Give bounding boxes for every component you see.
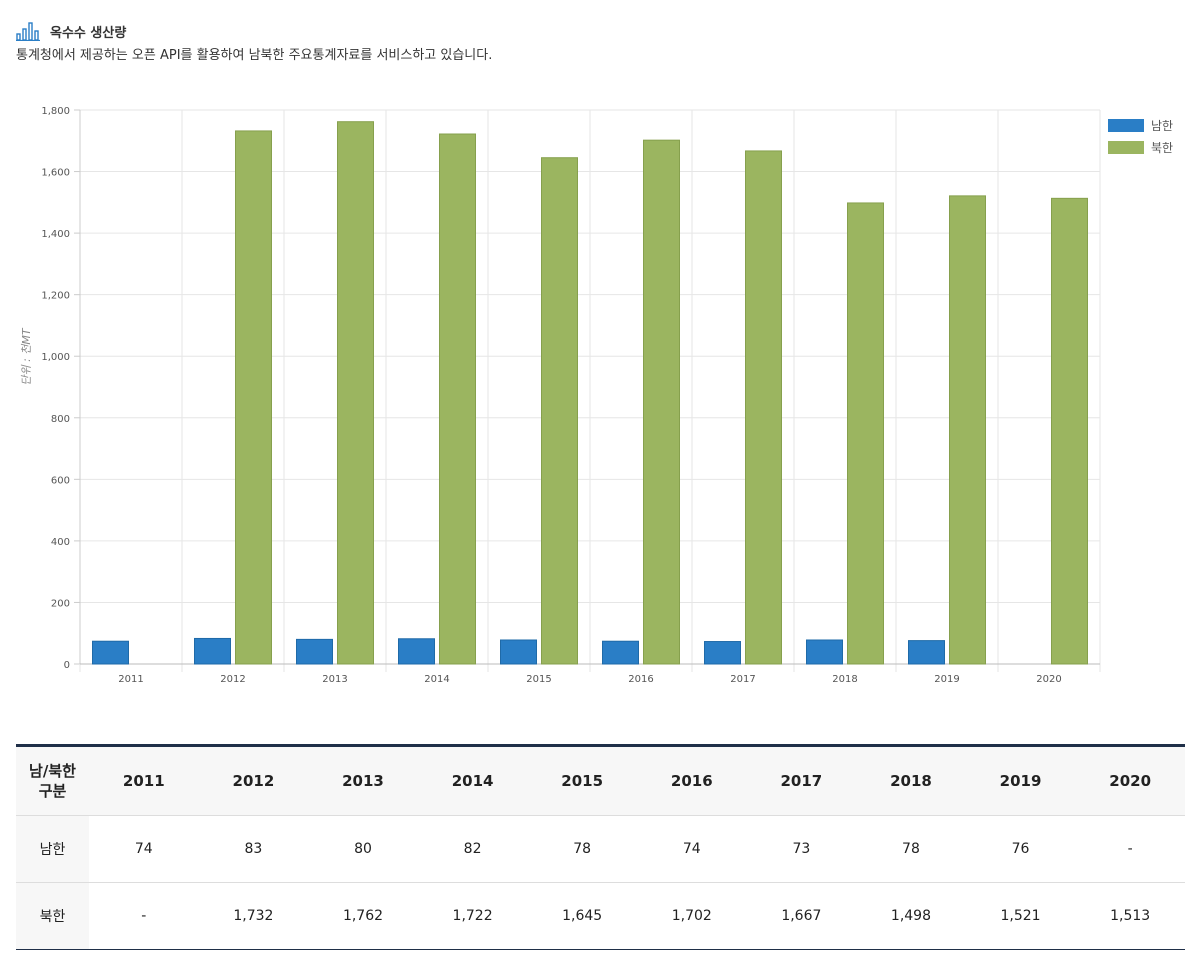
table-year-header: 2020: [1075, 745, 1185, 816]
table-row-label: 남한: [16, 815, 89, 883]
x-tick-label: 2016: [628, 674, 653, 685]
y-tick-label: 1,600: [41, 168, 70, 179]
y-axis-label: 단위 : 천MT: [20, 327, 33, 386]
table-cell: 1,722: [417, 882, 528, 950]
bar-north: [439, 133, 476, 665]
legend-swatch: [1108, 141, 1144, 154]
x-tick-label: 2014: [424, 674, 449, 685]
bar-north: [745, 150, 782, 665]
table-cell: 78: [527, 815, 637, 883]
table-row: 북한 -1,732 1,762 1,722 1,645 1,702 1,667 1,498 1,…: [16, 882, 1185, 950]
bar-south: [908, 640, 945, 665]
bar-south: [806, 639, 843, 665]
x-tick-label: 2013: [322, 674, 347, 685]
x-tick-label: 2012: [220, 674, 245, 685]
table-row: 남한 74 83 80 82 78 74 73 78 76-: [16, 815, 1185, 883]
x-tick-label: 2019: [934, 674, 959, 685]
table-year-header: 2011: [89, 745, 199, 816]
bar-south: [92, 640, 129, 665]
corner-label-line1: 남/북한: [29, 762, 76, 780]
table-cell: 1,762: [308, 882, 418, 950]
table-cell: 1,521: [965, 882, 1076, 950]
x-tick-label: 2017: [730, 674, 755, 685]
x-tick-label: 2015: [526, 674, 551, 685]
table-corner-header: 남/북한 구분: [16, 745, 89, 816]
table-cell: -: [1075, 815, 1185, 883]
bar-north: [235, 130, 272, 665]
bar-north: [949, 195, 986, 665]
x-tick-label: 2018: [832, 674, 857, 685]
table-cell: 74: [89, 815, 199, 883]
bar-chart: 0 200 400 600 800 1,000 1,200 1,400 1,600 1,800 20…: [20, 106, 1173, 685]
table-year-header: 2017: [746, 745, 857, 816]
x-tick-label: 2011: [118, 674, 143, 685]
table-cell: -: [89, 882, 199, 950]
data-table: 남/북한 구분 2011 2012 2013 2014 2015 2016 2017 2018…: [16, 744, 1185, 950]
y-tick-label: 0: [64, 660, 70, 671]
bar-south: [296, 638, 333, 665]
bar-south: [500, 639, 537, 665]
legend-swatch: [1108, 119, 1144, 132]
bar-north: [643, 139, 680, 665]
bar-chart-icon: [16, 22, 40, 41]
table-cell: 1,667: [746, 882, 857, 950]
legend-label: 남한: [1151, 119, 1173, 133]
bar-north: [1051, 197, 1088, 665]
table-year-header: 2012: [198, 745, 309, 816]
bar-north: [847, 202, 884, 665]
table-row-label: 북한: [16, 882, 89, 950]
table-cell: 1,732: [198, 882, 309, 950]
table-cell: 83: [198, 815, 309, 883]
legend-label: 북한: [1151, 141, 1173, 155]
x-tick-label: 2020: [1036, 674, 1061, 685]
bar-south: [602, 640, 639, 665]
table-cell: 1,513: [1075, 882, 1185, 950]
y-tick-label: 1,400: [41, 229, 70, 240]
page-header: 옥수수 생산량 통계청에서 제공하는 오픈 API를 활용하여 남북한 주요통계…: [16, 20, 1186, 63]
bar-south: [398, 638, 435, 665]
table-cell: 78: [856, 815, 966, 883]
table-cell: 1,702: [636, 882, 747, 950]
y-tick-label: 600: [51, 475, 70, 486]
table-year-header: 2016: [636, 745, 747, 816]
table-cell: 1,498: [856, 882, 966, 950]
y-tick-label: 1,000: [41, 352, 70, 363]
y-tick-label: 1,200: [41, 291, 70, 302]
table-header-row: 남/북한 구분 2011 2012 2013 2014 2015 2016 2017 2018…: [16, 745, 1185, 816]
table-cell: 76: [965, 815, 1076, 883]
table-cell: 82: [417, 815, 528, 883]
table-cell: 74: [636, 815, 747, 883]
chart-title: 옥수수 생산량: [50, 25, 127, 41]
table-cell: 80: [308, 815, 418, 883]
bar-north: [541, 157, 578, 665]
table-cell: 73: [746, 815, 857, 883]
page-description: 통계청에서 제공하는 오픈 API를 활용하여 남북한 주요통계자료를 서비스하…: [16, 48, 493, 63]
bar-south: [704, 641, 741, 665]
y-tick-label: 200: [51, 598, 70, 609]
table-year-header: 2018: [856, 745, 966, 816]
title-row: 옥수수 생산량: [16, 20, 1186, 42]
bar-south: [194, 637, 231, 665]
y-tick-label: 1,800: [41, 106, 70, 117]
table-year-header: 2013: [308, 745, 418, 816]
table-year-header: 2019: [965, 745, 1076, 816]
table-year-header: 2014: [417, 745, 528, 816]
table-year-header: 2015: [527, 745, 637, 816]
corner-label-line2: 구분: [38, 782, 67, 800]
y-tick-label: 800: [51, 414, 70, 425]
table-cell: 1,645: [527, 882, 637, 950]
y-tick-label: 400: [51, 537, 70, 548]
bar-north: [337, 121, 374, 665]
